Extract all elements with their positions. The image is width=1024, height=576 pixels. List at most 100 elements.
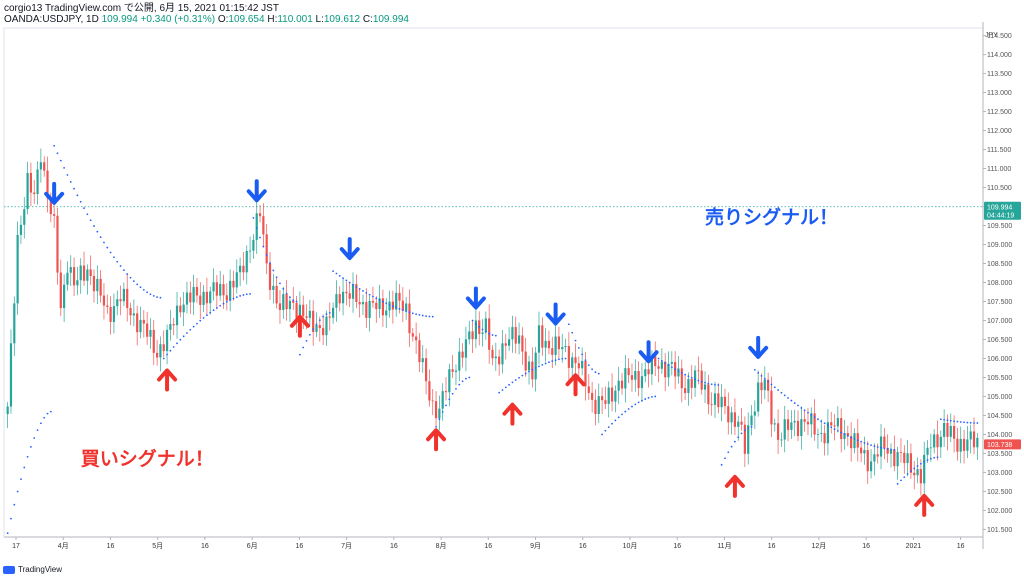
candle-body [740,421,743,425]
buy-signal-arrow-icon [914,493,935,517]
sar-dot [790,399,793,402]
candle [322,314,325,346]
sar-dot [963,421,965,424]
sar-dot [388,303,391,306]
sar-dot [269,262,271,264]
sell-signal-arrow-icon [465,286,486,310]
x-tick-label: 16 [107,543,115,550]
candle [723,388,727,415]
candle-body [235,272,238,288]
candle [906,440,909,477]
candle-body [39,162,42,170]
sar-dot [149,293,152,296]
candle [521,327,524,365]
candle [212,268,215,301]
sar-dot [807,411,809,414]
candle-body [405,303,408,311]
candle [919,459,922,496]
candle [893,435,896,472]
candle [139,306,142,339]
candle-body [607,387,610,404]
candle [664,352,667,392]
candle-body [252,239,255,251]
sar-dot [793,402,796,404]
candle [853,428,856,454]
high-value: 110.001 [277,14,313,25]
candle [272,273,275,304]
sar-dot [172,346,175,348]
candle [454,364,458,386]
candle [793,409,796,437]
sar-dot [435,425,437,428]
candle [328,302,331,331]
candle-body [610,387,614,402]
candle-body [969,431,972,440]
candle [355,274,358,309]
candle [185,281,189,314]
y-tick-label: 114.000 [987,52,1012,59]
sar-dot [162,357,165,360]
sar-dot [279,282,281,285]
candle-body [909,453,913,473]
sar-dot [946,419,949,422]
candle [883,427,886,460]
candle-body [23,209,26,225]
sar-dot [690,376,693,379]
sar-dot [627,408,630,410]
candle-body [69,267,72,273]
candle-body [919,469,922,484]
sar-dot [830,426,833,429]
candle-body [165,329,169,352]
candle [591,381,594,413]
candle [866,441,869,484]
candle-body [152,329,155,353]
candle-body [816,434,820,435]
candle [391,290,394,324]
sar-dot [893,448,896,451]
sar-dot [959,421,962,423]
sar-dot [262,245,265,248]
candle [620,372,624,395]
sar-dot [664,362,667,364]
candle-body [501,343,504,365]
symbol-label[interactable]: OANDA:USDJPY, 1D [4,14,99,25]
sar-dot [285,292,288,295]
candle [531,347,534,388]
sar-dot [418,313,421,316]
candle [59,259,62,317]
candle-body [660,361,663,369]
candle [557,326,561,360]
candle [786,410,790,442]
sar-dot [554,359,557,362]
candle-body [627,368,630,376]
sar-dot [886,448,889,450]
candle [667,351,670,387]
candle [29,162,33,207]
sar-dot [36,429,39,431]
candle [235,259,238,294]
candle-body [179,305,182,313]
sar-dot [763,377,766,380]
candle [444,377,448,401]
candle-body [813,413,816,435]
open-value: 109.654 [228,14,265,25]
sar-dot [79,200,82,203]
sar-dot [518,376,520,379]
candle-body [341,291,345,304]
sar-dot [245,293,248,296]
candle [634,359,637,392]
candle [923,441,926,496]
sar-dot [511,381,514,384]
candle-body [850,436,853,449]
candle [810,407,813,438]
sar-dot [129,276,132,279]
sar-dot [644,398,647,400]
sar-dot [63,166,66,169]
candle [727,392,730,435]
candle [332,302,335,324]
sar-dot [544,362,547,365]
sar-dot [23,466,26,469]
sar-dot [465,377,467,380]
candle-body [803,419,806,422]
